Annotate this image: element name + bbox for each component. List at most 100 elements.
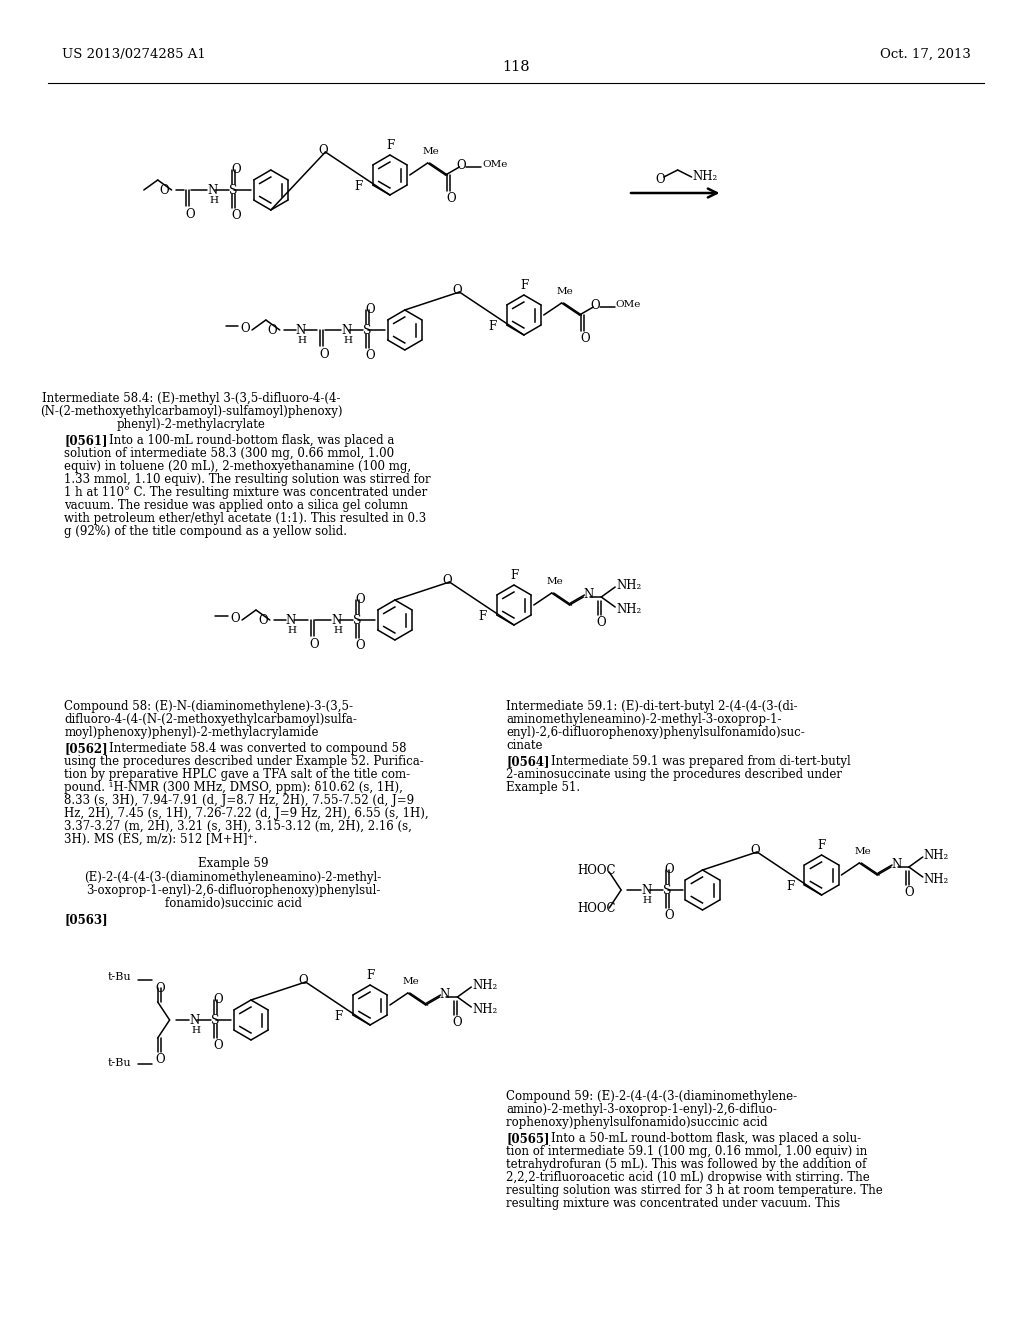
Text: O: O: [665, 909, 675, 921]
Text: O: O: [355, 639, 365, 652]
Text: N: N: [341, 323, 351, 337]
Text: H: H: [643, 896, 652, 906]
Text: O: O: [442, 574, 453, 587]
Text: Example 51.: Example 51.: [506, 781, 581, 795]
Text: [0561]: [0561]: [65, 434, 108, 447]
Text: N: N: [584, 587, 594, 601]
Text: F: F: [488, 319, 497, 333]
Text: O: O: [156, 1053, 165, 1067]
Text: resulting mixture was concentrated under vacuum. This: resulting mixture was concentrated under…: [506, 1197, 840, 1210]
Text: H: H: [191, 1026, 201, 1035]
Text: Into a 100-mL round-bottom flask, was placed a: Into a 100-mL round-bottom flask, was pl…: [110, 434, 394, 447]
Text: F: F: [335, 1010, 343, 1023]
Text: N: N: [207, 183, 217, 197]
Text: 3H). MS (ES, m/z): 512 [M+H]⁺.: 3H). MS (ES, m/z): 512 [M+H]⁺.: [65, 833, 258, 846]
Text: tetrahydrofuran (5 mL). This was followed by the addition of: tetrahydrofuran (5 mL). This was followe…: [506, 1158, 866, 1171]
Text: using the procedures described under Example 52. Purifica-: using the procedures described under Exa…: [65, 755, 424, 768]
Text: amino)-2-methyl-3-oxoprop-1-enyl)-2,6-difluo-: amino)-2-methyl-3-oxoprop-1-enyl)-2,6-di…: [506, 1104, 777, 1115]
Text: F: F: [386, 139, 394, 152]
Text: S: S: [211, 1014, 220, 1027]
Text: vacuum. The residue was applied onto a silica gel column: vacuum. The residue was applied onto a s…: [65, 499, 409, 512]
Text: moyl)phenoxy)phenyl)-2-methylacrylamide: moyl)phenoxy)phenyl)-2-methylacrylamide: [65, 726, 318, 739]
Text: g (92%) of the title compound as a yellow solid.: g (92%) of the title compound as a yello…: [65, 525, 347, 539]
Text: fonamido)succinic acid: fonamido)succinic acid: [165, 898, 302, 909]
Text: N: N: [296, 323, 306, 337]
Text: Me: Me: [557, 286, 573, 296]
Text: Into a 50-mL round-bottom flask, was placed a solu-: Into a 50-mL round-bottom flask, was pla…: [551, 1133, 861, 1144]
Text: O: O: [299, 974, 308, 987]
Text: O: O: [185, 209, 196, 220]
Text: F: F: [367, 969, 375, 982]
Text: O: O: [446, 191, 456, 205]
Text: N: N: [439, 987, 450, 1001]
Text: pound. ¹H-NMR (300 MHz, DMSO, ppm): δ10.62 (s, 1H),: pound. ¹H-NMR (300 MHz, DMSO, ppm): δ10.…: [65, 781, 403, 795]
Text: N: N: [189, 1014, 200, 1027]
Text: Intermediate 58.4 was converted to compound 58: Intermediate 58.4 was converted to compo…: [110, 742, 407, 755]
Text: t-Bu: t-Bu: [109, 1059, 132, 1068]
Text: O: O: [213, 1039, 223, 1052]
Text: O: O: [355, 593, 365, 606]
Text: O: O: [665, 863, 675, 876]
Text: O: O: [751, 843, 760, 857]
Text: (E)-2-(4-(4-(3-(diaminomethyleneamino)-2-methyl-: (E)-2-(4-(4-(3-(diaminomethyleneamino)-2…: [85, 871, 382, 884]
Text: 3-oxoprop-1-enyl)-2,6-difluorophenoxy)phenylsul-: 3-oxoprop-1-enyl)-2,6-difluorophenoxy)ph…: [86, 884, 380, 898]
Text: O: O: [366, 304, 375, 315]
Text: OMe: OMe: [615, 300, 641, 309]
Text: Compound 59: (E)-2-(4-(4-(3-(diaminomethylene-: Compound 59: (E)-2-(4-(4-(3-(diaminometh…: [506, 1090, 797, 1104]
Text: rophenoxy)phenylsulfonamido)succinic acid: rophenoxy)phenylsulfonamido)succinic aci…: [506, 1115, 768, 1129]
Text: F: F: [478, 610, 486, 623]
Text: phenyl)-2-methylacrylate: phenyl)-2-methylacrylate: [117, 418, 266, 432]
Text: US 2013/0274285 A1: US 2013/0274285 A1: [62, 48, 206, 61]
Text: HOOC: HOOC: [578, 865, 616, 876]
Text: cinate: cinate: [506, 739, 543, 752]
Text: difluoro-4-(4-(N-(2-methoxyethylcarbamoyl)sulfa-: difluoro-4-(4-(N-(2-methoxyethylcarbamoy…: [65, 713, 357, 726]
Text: O: O: [240, 322, 250, 335]
Text: Me: Me: [854, 847, 871, 855]
Text: Example 59: Example 59: [198, 857, 268, 870]
Text: NH₂: NH₂: [616, 579, 641, 591]
Text: N: N: [286, 614, 296, 627]
Text: S: S: [364, 323, 372, 337]
Text: enyl)-2,6-difluorophenoxy)phenylsulfonamido)suc-: enyl)-2,6-difluorophenoxy)phenylsulfonam…: [506, 726, 805, 739]
Text: with petroleum ether/ethyl acetate (1:1). This resulted in 0.3: with petroleum ether/ethyl acetate (1:1)…: [65, 512, 427, 525]
Text: Oct. 17, 2013: Oct. 17, 2013: [880, 48, 971, 61]
Text: [0564]: [0564]: [506, 755, 550, 768]
Text: solution of intermediate 58.3 (300 mg, 0.66 mmol, 1.00: solution of intermediate 58.3 (300 mg, 0…: [65, 447, 394, 459]
Text: O: O: [258, 614, 267, 627]
Text: O: O: [231, 209, 241, 222]
Text: Me: Me: [402, 977, 420, 986]
Text: O: O: [591, 300, 600, 312]
Text: O: O: [268, 323, 278, 337]
Text: 8.33 (s, 3H), 7.94-7.91 (d, J=8.7 Hz, 2H), 7.55-7.52 (d, J=9: 8.33 (s, 3H), 7.94-7.91 (d, J=8.7 Hz, 2H…: [65, 795, 415, 807]
Text: 2-aminosuccinate using the procedures described under: 2-aminosuccinate using the procedures de…: [506, 768, 842, 781]
Text: NH₂: NH₂: [924, 873, 949, 886]
Text: tion by preparative HPLC gave a TFA salt of the title com-: tion by preparative HPLC gave a TFA salt…: [65, 768, 411, 781]
Text: H: H: [288, 626, 297, 635]
Text: O: O: [596, 616, 606, 630]
Text: S: S: [663, 884, 672, 898]
Text: NH₂: NH₂: [924, 849, 949, 862]
Text: H: H: [209, 195, 218, 205]
Text: Hz, 2H), 7.45 (s, 1H), 7.26-7.22 (d, J=9 Hz, 2H), 6.55 (s, 1H),: Hz, 2H), 7.45 (s, 1H), 7.26-7.22 (d, J=9…: [65, 807, 429, 820]
Text: N: N: [332, 614, 342, 627]
Text: t-Bu: t-Bu: [109, 972, 132, 982]
Text: NH₂: NH₂: [692, 170, 718, 183]
Text: Me: Me: [423, 147, 439, 156]
Text: NH₂: NH₂: [472, 979, 498, 993]
Text: Me: Me: [547, 577, 563, 586]
Text: NH₂: NH₂: [472, 1003, 498, 1016]
Text: 3.37-3.27 (m, 2H), 3.21 (s, 3H), 3.15-3.12 (m, 2H), 2.16 (s,: 3.37-3.27 (m, 2H), 3.21 (s, 3H), 3.15-3.…: [65, 820, 413, 833]
Text: O: O: [160, 183, 169, 197]
Text: S: S: [353, 614, 361, 627]
Text: 1 h at 110° C. The resulting mixture was concentrated under: 1 h at 110° C. The resulting mixture was…: [65, 486, 428, 499]
Text: 118: 118: [502, 59, 529, 74]
Text: H: H: [334, 626, 342, 635]
Text: resulting solution was stirred for 3 h at room temperature. The: resulting solution was stirred for 3 h a…: [506, 1184, 883, 1197]
Text: O: O: [366, 348, 375, 362]
Text: Compound 58: (E)-N-(diaminomethylene)-3-(3,5-: Compound 58: (E)-N-(diaminomethylene)-3-…: [65, 700, 353, 713]
Text: Intermediate 59.1 was prepared from di-tert-butyl: Intermediate 59.1 was prepared from di-t…: [551, 755, 850, 768]
Text: Intermediate 58.4: (E)-methyl 3-(3,5-difluoro-4-(4-: Intermediate 58.4: (E)-methyl 3-(3,5-dif…: [42, 392, 341, 405]
Text: [0563]: [0563]: [65, 913, 109, 927]
Text: (N-(2-methoxyethylcarbamoyl)-sulfamoyl)phenoxy): (N-(2-methoxyethylcarbamoyl)-sulfamoyl)p…: [40, 405, 343, 418]
Text: [0562]: [0562]: [65, 742, 109, 755]
